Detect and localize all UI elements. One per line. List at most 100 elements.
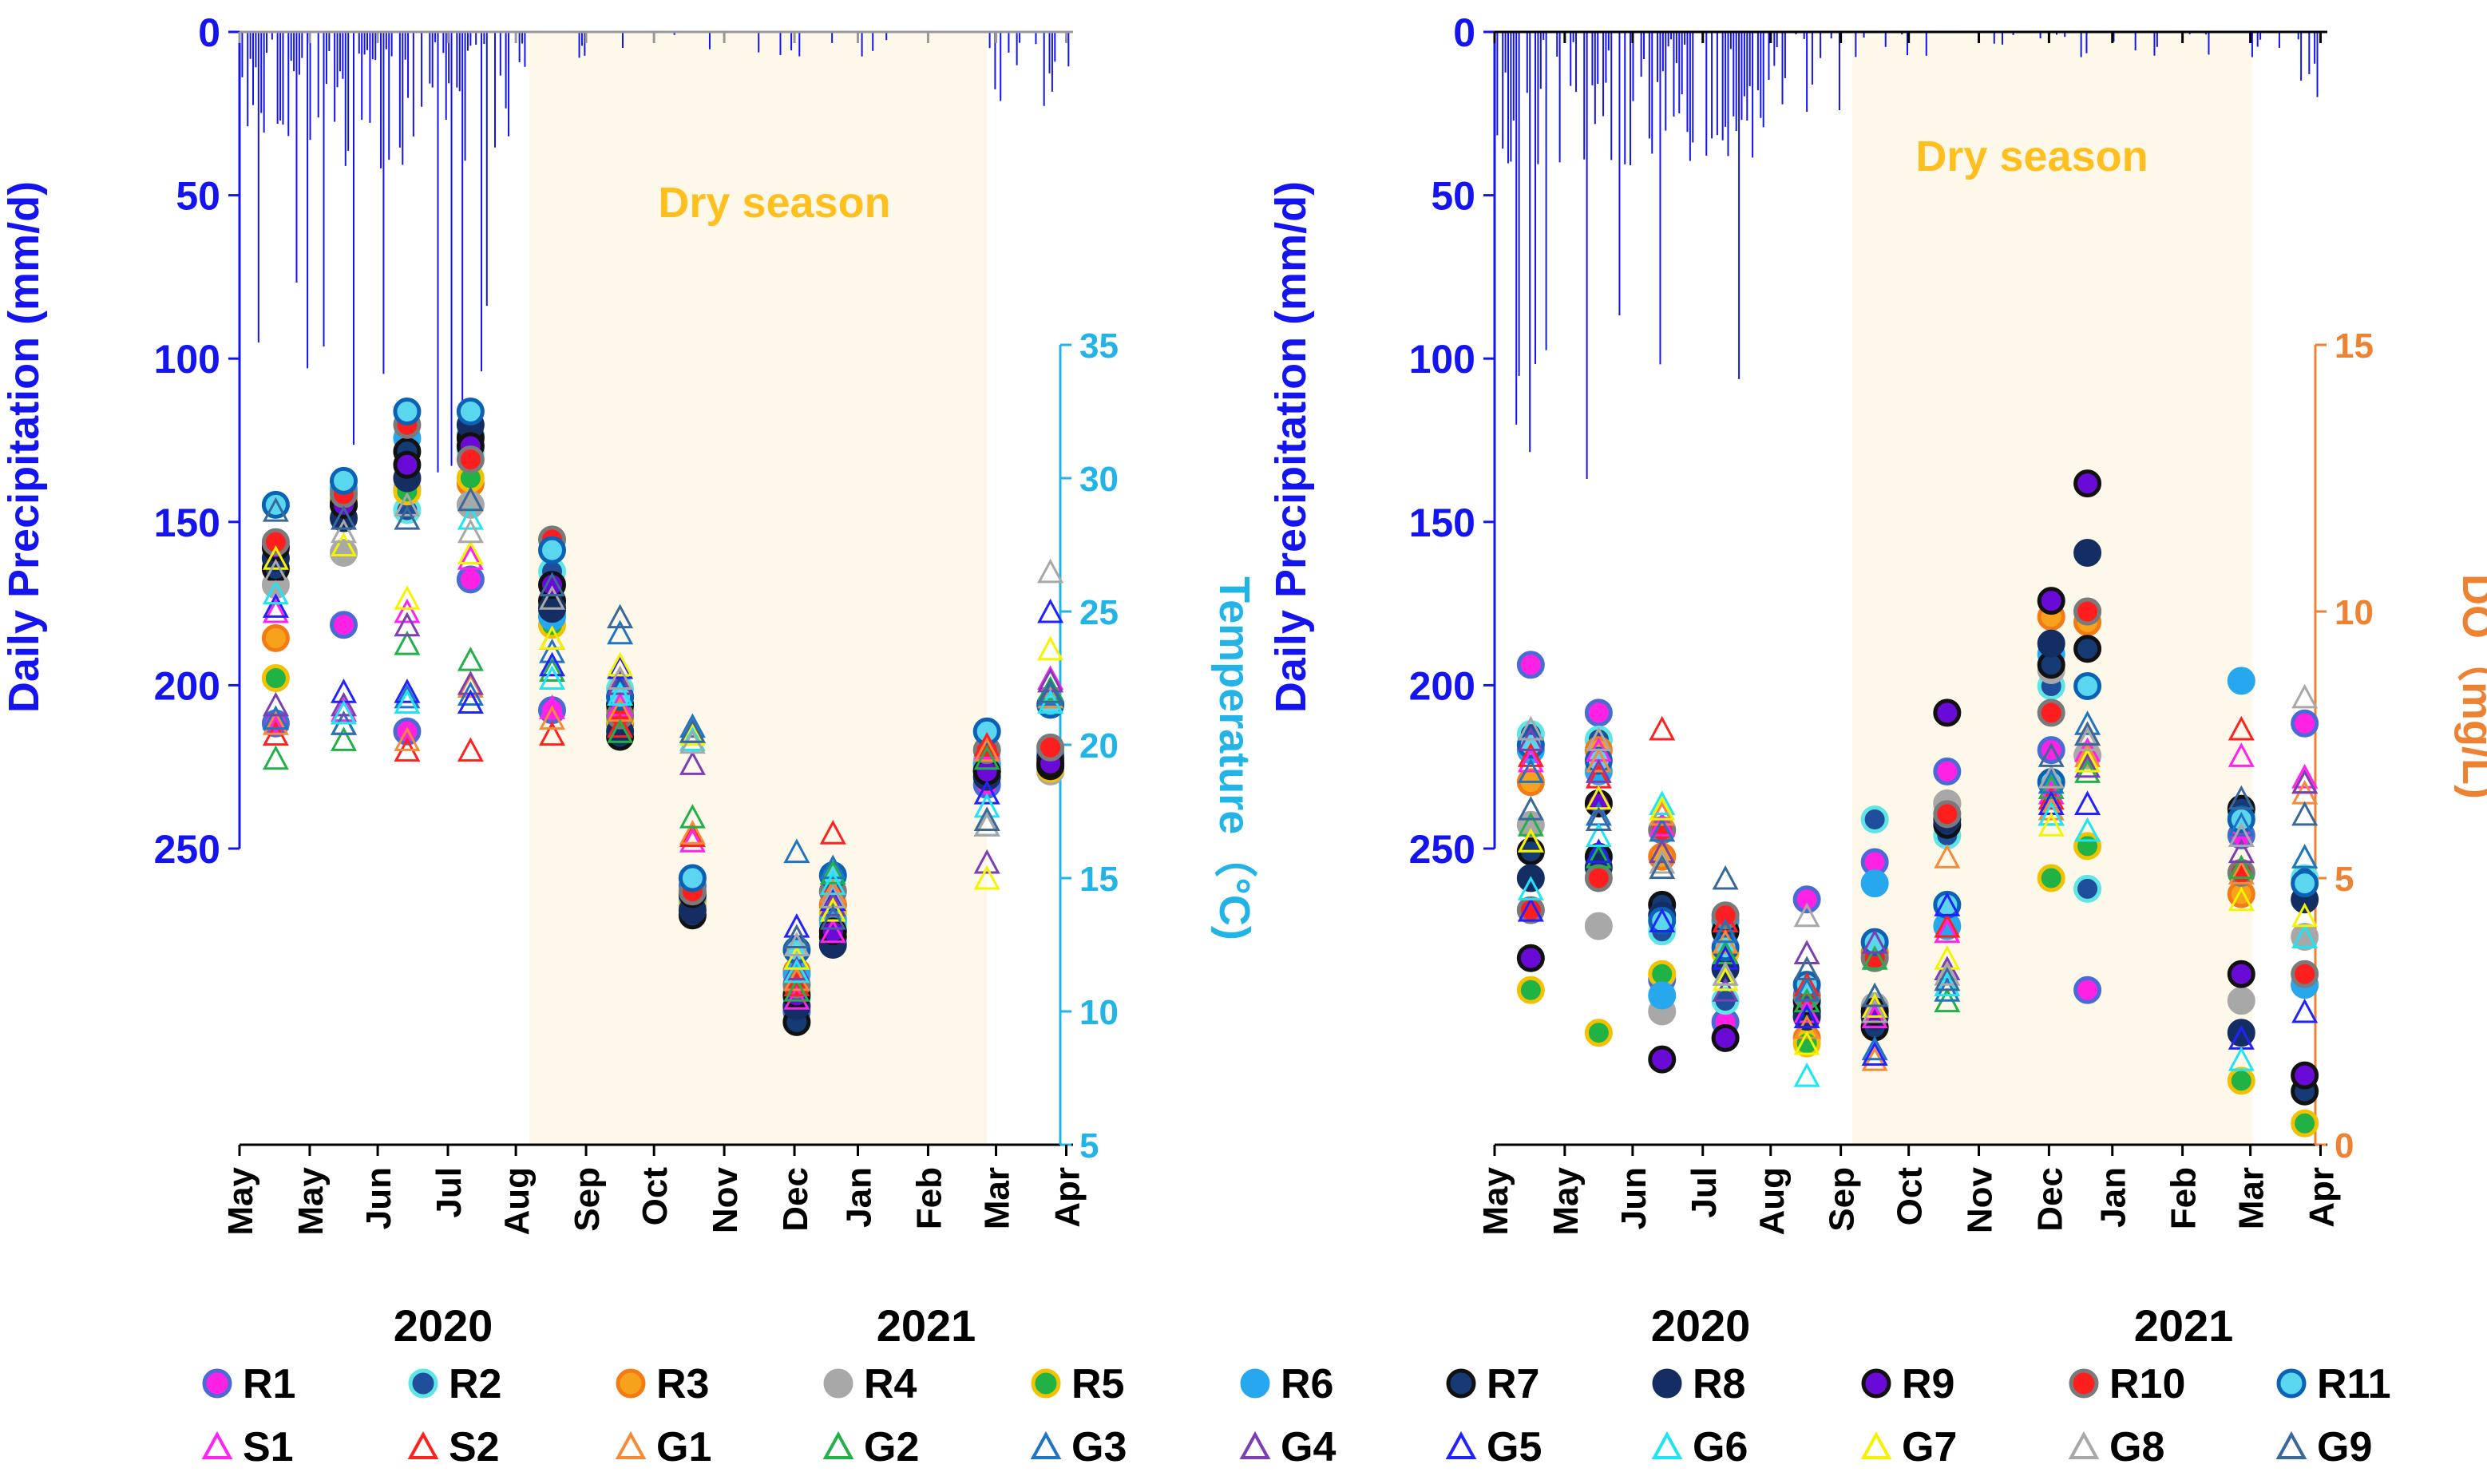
- point-g6: [1649, 790, 1676, 815]
- point-g7: [538, 625, 566, 650]
- do-axis-title: DO（mg/L): [2453, 574, 2487, 799]
- point-g9: [1649, 854, 1676, 880]
- point-g5: [394, 679, 421, 703]
- point-s2: [679, 822, 706, 848]
- point-r6: [2227, 667, 2255, 695]
- point-g4: [819, 892, 846, 916]
- point-g1: [1037, 683, 1064, 709]
- point-g9: [538, 572, 566, 597]
- legend-marker-g6: [1651, 1431, 1683, 1459]
- point-g9: [262, 497, 289, 522]
- precipitation-axis-title: Daily Precipitation (mm/d): [1267, 181, 1315, 713]
- point-r11: [2291, 869, 2319, 898]
- legend-label-r4: R4: [864, 1361, 917, 1407]
- point-g4: [2074, 753, 2101, 778]
- legend-label-g1: G1: [656, 1424, 711, 1470]
- point-g7: [330, 532, 358, 556]
- point-g6: [2291, 924, 2319, 948]
- point-g9: [819, 904, 846, 930]
- point-g6: [1517, 876, 1544, 900]
- precipitation-axis-title: Daily Precipitation (mm/d): [0, 181, 48, 713]
- point-r4: [2227, 987, 2255, 1015]
- point-g8: [2038, 763, 2065, 789]
- point-s2: [1517, 742, 1544, 767]
- point-g7: [607, 651, 634, 677]
- point-g3: [819, 854, 846, 880]
- point-r3: [261, 623, 290, 652]
- point-g8: [783, 932, 810, 956]
- point-g1: [973, 737, 1000, 762]
- point-g2: [1037, 675, 1064, 701]
- legend-marker-r6: [1240, 1368, 1270, 1399]
- point-g4: [330, 691, 358, 717]
- legend-label-r10: R10: [2109, 1361, 2185, 1407]
- point-r8: [2037, 629, 2065, 658]
- legend-label-g7: G7: [1902, 1424, 1957, 1470]
- point-g9: [1934, 966, 1961, 991]
- dry-season-band: [529, 32, 988, 1145]
- x-tick-label: Nov: [1961, 1166, 2000, 1233]
- point-g7: [2291, 902, 2319, 928]
- point-g7: [1649, 795, 1676, 821]
- legend-marker-s2: [407, 1431, 439, 1459]
- point-g3: [783, 838, 810, 864]
- point-g2: [783, 977, 810, 1002]
- point-g9: [1517, 795, 1544, 821]
- point-g2: [1585, 844, 1612, 869]
- point-g9: [2038, 742, 2065, 767]
- legend-marker-g1: [615, 1431, 647, 1459]
- point-g8: [262, 558, 289, 584]
- point-s1: [819, 918, 846, 944]
- point-g5: [607, 654, 634, 679]
- y2-tick-label: 30: [1079, 460, 1119, 499]
- point-g7: [783, 945, 810, 970]
- x-tick-label: Sep: [568, 1167, 607, 1232]
- point-r10: [1036, 733, 1065, 762]
- dry-season-label: Dry season: [658, 179, 890, 227]
- point-s1: [2228, 742, 2255, 767]
- legend-marker-r9: [1861, 1368, 1891, 1399]
- y2-tick-label: 35: [1079, 326, 1119, 366]
- point-g1: [457, 673, 484, 698]
- x-tick-label: Nov: [706, 1166, 745, 1233]
- point-g6: [457, 505, 484, 530]
- point-r11: [393, 398, 422, 425]
- point-g2: [1861, 945, 1888, 970]
- point-g2: [679, 804, 706, 829]
- legend-label-r9: R9: [1902, 1361, 1954, 1407]
- legend-marker-r3: [616, 1368, 646, 1399]
- point-g1: [394, 726, 421, 751]
- point-r6: [1648, 981, 1677, 1010]
- point-s2: [819, 820, 846, 845]
- point-g5: [2074, 790, 2101, 815]
- point-s1: [679, 828, 706, 853]
- point-g3: [2228, 812, 2255, 837]
- x-tick-label: Mar: [2232, 1167, 2271, 1229]
- point-r11: [2073, 672, 2102, 701]
- point-g8: [1861, 998, 1888, 1023]
- point-g9: [2074, 721, 2101, 746]
- x-tick-label: Feb: [2164, 1167, 2204, 1229]
- point-g6: [2228, 1046, 2255, 1071]
- point-g6: [2074, 817, 2101, 842]
- legend-label-g6: G6: [1693, 1424, 1748, 1470]
- point-g9: [973, 806, 1000, 832]
- point-g7: [457, 540, 484, 565]
- precipitation-bars: [1494, 32, 2319, 479]
- point-g7: [1037, 635, 1064, 661]
- point-g1: [262, 710, 289, 735]
- point-r10: [2073, 597, 2102, 626]
- point-g3: [1712, 918, 1739, 944]
- point-s2: [538, 721, 566, 746]
- point-s1: [783, 985, 810, 1010]
- point-g5: [1793, 1003, 1820, 1029]
- point-r9: [2291, 1061, 2319, 1090]
- x-tick-label: Apr: [1047, 1167, 1087, 1228]
- point-g7: [1712, 966, 1739, 991]
- legend-label-r2: R2: [449, 1361, 501, 1407]
- legend-marker-g7: [1860, 1431, 1892, 1459]
- point-g6: [783, 958, 810, 983]
- point-g6: [538, 665, 566, 690]
- point-g3: [1861, 1035, 1888, 1061]
- point-g8: [1517, 715, 1544, 741]
